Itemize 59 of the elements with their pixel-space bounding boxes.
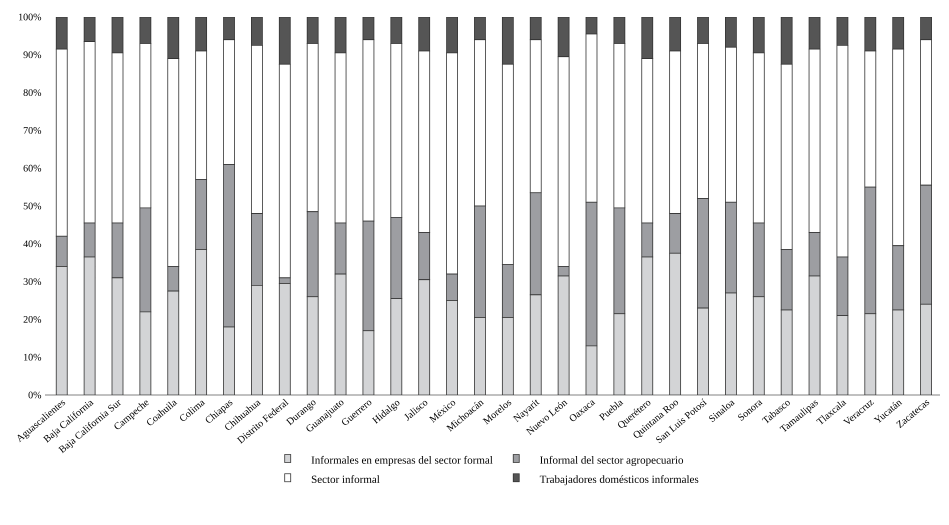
bar xyxy=(139,311,152,395)
bar xyxy=(251,284,263,395)
bar xyxy=(56,266,68,395)
bar xyxy=(613,313,626,395)
bar xyxy=(223,326,235,395)
bar xyxy=(418,279,430,395)
bar xyxy=(502,16,514,65)
bar xyxy=(306,296,319,395)
bar xyxy=(278,16,291,65)
bar xyxy=(780,16,793,65)
bar xyxy=(752,296,765,395)
bar xyxy=(84,256,96,395)
bar xyxy=(836,315,848,395)
y-tick-label: 30% xyxy=(24,278,42,285)
y-tick-label: 0% xyxy=(28,392,42,398)
bar xyxy=(641,256,654,395)
bar xyxy=(418,16,430,52)
y-tick-label: 70% xyxy=(24,127,42,134)
bar xyxy=(530,16,542,40)
bar xyxy=(920,304,932,395)
bar xyxy=(780,310,793,395)
bar xyxy=(530,294,542,395)
y-tick-label: 50% xyxy=(24,202,42,210)
bar xyxy=(892,310,904,395)
bar xyxy=(446,300,458,395)
bar xyxy=(752,16,765,54)
y-tick-label: 60% xyxy=(24,164,42,172)
y-tick-label: 20% xyxy=(24,316,42,323)
legend-label: Informal del sector agropecuario xyxy=(540,456,684,466)
bar xyxy=(334,274,346,395)
bar xyxy=(892,16,904,50)
bar xyxy=(278,283,291,395)
bar xyxy=(474,317,486,395)
legend-label: Informales en empresas del sector formal xyxy=(312,456,493,466)
bar xyxy=(502,317,514,395)
legend-label: Sector informal xyxy=(312,475,380,483)
bar xyxy=(390,298,402,395)
bar xyxy=(56,16,68,50)
y-tick-label: 90% xyxy=(23,51,42,58)
bar xyxy=(167,290,180,395)
bar xyxy=(808,276,820,395)
bar xyxy=(864,16,876,52)
bar xyxy=(112,277,124,395)
bar xyxy=(864,313,876,395)
bar xyxy=(306,16,319,44)
bar xyxy=(641,16,654,59)
bar xyxy=(167,16,180,59)
bar xyxy=(390,16,402,44)
y-tick-label: 10% xyxy=(24,354,42,361)
y-tick-label: 80% xyxy=(24,89,42,96)
y-tick-label: 40% xyxy=(23,240,42,248)
bar xyxy=(195,249,208,395)
y-tick-label: 100% xyxy=(19,14,42,20)
legend-label: Trabajadores domésticos informales xyxy=(540,475,698,486)
bar xyxy=(669,252,682,395)
bar xyxy=(558,276,570,395)
bar xyxy=(362,330,374,395)
bar xyxy=(697,308,709,395)
bar xyxy=(725,292,737,395)
